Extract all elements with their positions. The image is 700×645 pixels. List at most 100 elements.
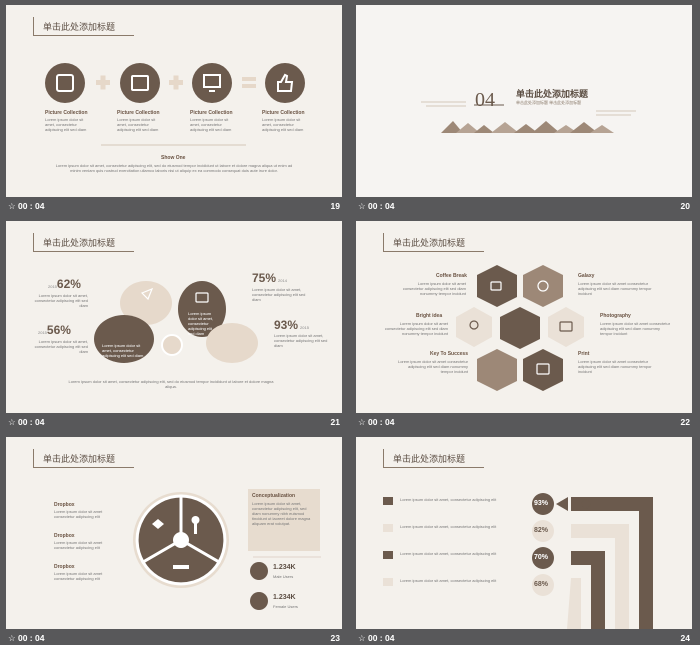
row-text-2: Lorem ipsum dolor sit amet, consectetur … <box>400 524 497 529</box>
dropbox-text-2: Lorem ipsum dolor sit amet consectetur a… <box>54 540 103 550</box>
hex-text-4: Lorem ipsum dolor sit amet consectetur a… <box>578 281 652 296</box>
caption-2: Picture Collection <box>117 110 160 116</box>
female-users-value: 1.234K <box>273 594 296 601</box>
stat-62-text: Lorem ipsum dolor sit amet, consectetur … <box>34 293 88 308</box>
duration-label: 00 : 04 <box>8 417 44 428</box>
slide-thumb-19[interactable]: 单击此处添加标题 Picture Collection Picture Coll… <box>6 5 342 213</box>
concept-text: Lorem ipsum dolor sit amet, consectetur … <box>252 501 311 526</box>
concept-box <box>248 489 320 551</box>
stat-62: 201562% <box>48 277 81 291</box>
slide-number: 24 <box>680 633 690 643</box>
slide-footer: 00 : 04 22 <box>356 415 692 429</box>
slide-21-canvas: 单击此处添加标题 201562% Lorem ipsum dolor sit a… <box>6 221 342 413</box>
slide-title: 单击此处添加标题 <box>33 233 134 253</box>
hex-label-key-to-success: Key To Success <box>430 351 468 357</box>
slide-footer: 00 : 04 19 <box>6 199 342 213</box>
progress-value-4: 68% <box>534 581 549 588</box>
slide-23-canvas: 单击此处添加标题 Conceptualization Lorem ipsum d… <box>6 437 342 629</box>
progress-value-3: 70% <box>534 554 549 561</box>
petal-text-2: Lorem ipsum dolor sit amet, consectetur … <box>102 343 144 358</box>
male-users-value: 1.234K <box>273 564 296 571</box>
hex-label-bright-idea: Bright idea <box>416 313 443 319</box>
dropbox-label-2: Dropbox <box>54 533 75 539</box>
slide-title: 单击此处添加标题 <box>33 17 134 37</box>
segmented-ring <box>133 492 321 588</box>
section-title: 单击此处添加标题 <box>516 89 589 99</box>
picture-icon <box>45 63 85 103</box>
caption-text-1: Lorem ipsum dolor sit amet, consectetur … <box>45 117 87 132</box>
duration-label: 00 : 04 <box>358 633 394 644</box>
caption-text-4: Lorem ipsum dolor sit amet, consectetur … <box>262 117 304 132</box>
slide-19-graphics <box>56 73 294 146</box>
slide-19-canvas: 单击此处添加标题 Picture Collection Picture Coll… <box>6 5 342 197</box>
duration-label: 00 : 04 <box>358 417 394 428</box>
caption-3: Picture Collection <box>190 110 233 116</box>
hex-text-3: Lorem ipsum dolor sit amet consectetur a… <box>397 359 468 374</box>
female-user-icon <box>250 592 268 610</box>
duration-label: 00 : 04 <box>358 201 394 212</box>
slide-number: 20 <box>680 201 690 211</box>
hex-label-coffee-break: Coffee Break <box>436 273 467 279</box>
row-text-3: Lorem ipsum dolor sit amet, consectetur … <box>400 551 497 556</box>
slide-title: 单击此处添加标题 <box>383 449 484 469</box>
slide-footer: 00 : 04 20 <box>356 199 692 213</box>
petal-diagram <box>94 281 258 363</box>
progress-value-1: 93% <box>534 500 549 507</box>
section-number: 04 <box>475 89 495 111</box>
slide-title: 单击此处添加标题 <box>33 449 134 469</box>
duration-label: 00 : 04 <box>8 201 44 212</box>
hex-text-2: Lorem ipsum dolor sit amet consectetur a… <box>384 321 448 336</box>
body-text: Lorem ipsum dolor sit amet, consectetur … <box>55 163 293 173</box>
hex-label-photography: Photography <box>600 313 631 319</box>
slide-number: 19 <box>330 201 340 211</box>
section-subtitle: 单击此处添加标题 单击此处添加标题 <box>516 100 582 105</box>
progress-value-2: 82% <box>534 527 549 534</box>
hex-text-6: Lorem ipsum dolor sit amet consectetur a… <box>578 359 652 374</box>
concept-title: Conceptualization <box>252 493 296 499</box>
caption-text-3: Lorem ipsum dolor sit amet, consectetur … <box>190 117 232 132</box>
caption-1: Picture Collection <box>45 110 88 116</box>
male-user-icon <box>250 562 268 580</box>
row-text-4: Lorem ipsum dolor sit amet, consectetur … <box>400 578 497 583</box>
hex-label-print: Print <box>578 351 590 357</box>
duration-label: 00 : 04 <box>8 633 44 644</box>
hexagon-grid <box>456 265 584 391</box>
picture-icon <box>120 63 160 103</box>
section-graphics <box>421 101 636 133</box>
stat-75: 75% 2014 <box>252 271 287 285</box>
slide-20-canvas: 04 单击此处添加标题 单击此处添加标题 单击此处添加标题 <box>356 5 692 197</box>
dropbox-label-1: Dropbox <box>54 502 75 508</box>
slide-thumb-22[interactable]: 单击此处添加标题 Coffee Break Lorem ipsum dolor … <box>356 221 692 429</box>
stat-93-text: Lorem ipsum dolor sit amet, consectetur … <box>274 333 328 348</box>
female-users-label: Female Users <box>273 604 298 609</box>
slide-number: 23 <box>330 633 340 643</box>
slide-22-canvas: 单击此处添加标题 Coffee Break Lorem ipsum dolor … <box>356 221 692 413</box>
male-users-label: Male Users <box>273 574 294 579</box>
hex-text-1: Lorem ipsum dolor sit amet consectetur a… <box>402 281 466 296</box>
monitor-icon <box>192 63 232 103</box>
slide-footer: 00 : 04 21 <box>6 415 342 429</box>
slide-title: 单击此处添加标题 <box>383 233 484 253</box>
slide-thumb-21[interactable]: 单击此处添加标题 201562% Lorem ipsum dolor sit a… <box>6 221 342 429</box>
hex-label-galaxy: Galaxy <box>578 273 595 279</box>
caption-text-2: Lorem ipsum dolor sit amet, consectetur … <box>117 117 159 132</box>
slide-thumb-24[interactable]: 单击此处添加标题 93% 82% 70% 68% Lorem ipsum dol… <box>356 437 692 645</box>
slide-number: 22 <box>680 417 690 427</box>
body-text: Lorem ipsum dolor sit amet, consectetur … <box>68 379 274 389</box>
dropbox-label-3: Dropbox <box>54 564 75 570</box>
slide-thumb-20[interactable]: 04 单击此处添加标题 单击此处添加标题 单击此处添加标题 00 : 04 20 <box>356 5 692 213</box>
row-text-1: Lorem ipsum dolor sit amet, consectetur … <box>400 497 497 502</box>
slide-footer: 00 : 04 23 <box>6 631 342 645</box>
stat-56-text: Lorem ipsum dolor sit amet, consectetur … <box>34 339 88 354</box>
slide-24-canvas: 单击此处添加标题 93% 82% 70% 68% Lorem ipsum dol… <box>356 437 692 629</box>
arrow-bars <box>383 493 653 629</box>
stat-93: 93% 2015 <box>274 318 309 332</box>
slide-number: 21 <box>330 417 340 427</box>
slide-thumb-23[interactable]: 单击此处添加标题 Conceptualization Lorem ipsum d… <box>6 437 342 645</box>
hex-text-5: Lorem ipsum dolor sit amet consectetur a… <box>600 321 671 336</box>
show-one-label: Show One <box>161 155 186 161</box>
caption-4: Picture Collection <box>262 110 305 116</box>
slide-footer: 00 : 04 24 <box>356 631 692 645</box>
dropbox-text-3: Lorem ipsum dolor sit amet consectetur a… <box>54 571 103 581</box>
stat-56: 201556% <box>38 323 71 337</box>
